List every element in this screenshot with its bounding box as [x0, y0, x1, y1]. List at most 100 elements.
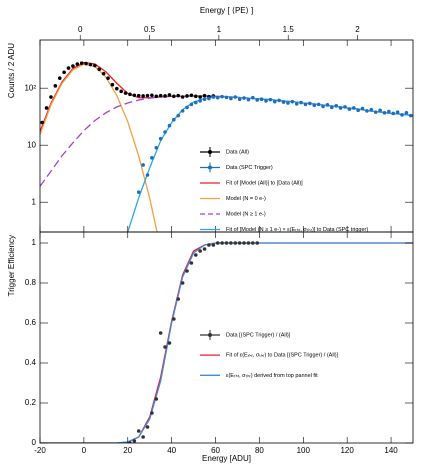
data-point [84, 61, 88, 66]
data-point [88, 62, 93, 67]
frame [39, 39, 414, 233]
data-point [110, 82, 115, 87]
data-point [172, 317, 176, 321]
y-tick-label: 0.8 [25, 278, 37, 287]
data-point [145, 93, 150, 98]
data-point [93, 63, 97, 68]
data-point [404, 110, 409, 115]
legend-label: Model (N = 0 e-) [226, 196, 266, 202]
data-point [207, 243, 211, 247]
data-point [224, 241, 229, 245]
plot-area [40, 61, 413, 232]
data-point [97, 67, 102, 72]
data-point [198, 249, 202, 253]
data-point [268, 97, 273, 102]
data-point [176, 113, 181, 118]
data-point [167, 123, 172, 128]
data-point [251, 241, 255, 245]
legend-label: Data [(SPC Trigger) / (All)] [226, 332, 291, 338]
data-point [150, 411, 154, 415]
data-point [101, 71, 106, 76]
data-point [163, 345, 167, 349]
data-point [185, 105, 189, 110]
data-point [356, 108, 360, 113]
data-point [193, 94, 198, 99]
data-point [251, 95, 255, 100]
data-point [119, 89, 123, 94]
data-point [185, 94, 189, 98]
data-point [75, 62, 80, 66]
data-point [158, 136, 163, 141]
data-point [215, 241, 220, 245]
data-point [290, 99, 295, 104]
plot-area [40, 241, 413, 443]
curve [40, 242, 413, 443]
data-point [193, 100, 198, 105]
data-point [106, 76, 110, 80]
y-tick-label: 0 [32, 438, 37, 447]
data-point [141, 163, 145, 167]
data-point [365, 109, 369, 113]
legend-label: Fit of [Model (N ≥ 1 e-) × ε(Eₜₕᵣ, σₜₕᵣ)… [226, 227, 368, 233]
data-point [198, 95, 202, 99]
data-point [272, 99, 277, 104]
x-tick-label: 120 [340, 446, 354, 455]
data-point [198, 99, 202, 103]
data-point [215, 95, 220, 100]
x-tick-label: 20 [123, 446, 132, 455]
data-point [49, 95, 53, 99]
data-point [303, 102, 308, 107]
data-point [395, 110, 400, 114]
data-point [224, 95, 229, 100]
data-point [158, 93, 163, 98]
data-point [154, 145, 159, 150]
data-point [242, 241, 246, 245]
data-point [202, 93, 207, 98]
data-point [176, 297, 181, 301]
data-point [44, 106, 49, 110]
y-tick-label: 0.2 [25, 398, 37, 407]
data-point [202, 97, 207, 102]
curve [40, 63, 158, 232]
data-point [150, 93, 154, 98]
x2-tick-label: 1 [217, 25, 222, 34]
data-point [167, 341, 172, 345]
x2-tick-label: 0.5 [144, 25, 156, 34]
data-point [163, 94, 167, 98]
data-point [158, 331, 163, 335]
data-point [57, 76, 62, 80]
data-point [391, 111, 396, 116]
x-tick-label: 100 [297, 446, 311, 455]
data-point [378, 108, 382, 113]
legend-label: Data (All) [226, 149, 249, 155]
data-point [167, 93, 172, 97]
x-axis-title: Energy [ADU] [202, 454, 251, 463]
data-point [308, 101, 312, 106]
y-tick-label: 0.6 [25, 318, 37, 327]
data-point [334, 104, 339, 108]
data-point [202, 247, 207, 251]
data-point [180, 109, 185, 113]
data-point [286, 101, 290, 105]
x-tick-label: 140 [384, 446, 398, 455]
data-point [132, 439, 137, 443]
data-point [66, 66, 71, 70]
x-tick-label: 0 [82, 446, 87, 455]
data-point [172, 117, 176, 122]
data-point [373, 110, 378, 114]
data-point [277, 98, 281, 103]
data-point [312, 103, 317, 108]
y-axis-title: Counts / 2 ADU [7, 43, 16, 98]
x-tick-label: 40 [167, 446, 176, 455]
data-point [123, 91, 128, 95]
data-point [176, 93, 181, 98]
data-point [154, 94, 159, 99]
data-point [150, 156, 154, 160]
data-point [136, 429, 141, 433]
x2-axis-title: Energy [ ⟨PE⟩ ] [200, 6, 253, 15]
data-point [189, 93, 194, 98]
data-point [330, 105, 334, 110]
legend-label: Model (N ≥ 1 e-) [226, 211, 266, 217]
legend-label: Data (SPC Trigger) [226, 165, 273, 171]
y-tick-label: 10² [24, 83, 36, 92]
